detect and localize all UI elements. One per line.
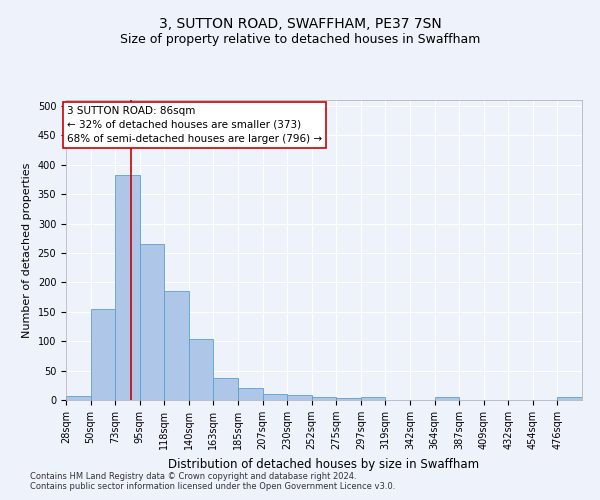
Bar [214,378,238,400]
Bar [336,398,361,400]
Text: Size of property relative to detached houses in Swaffham: Size of property relative to detached ho… [120,32,480,46]
Bar [287,396,312,400]
X-axis label: Distribution of detached houses by size in Swaffham: Distribution of detached houses by size … [169,458,479,470]
Bar [238,388,263,400]
Text: 3 SUTTON ROAD: 86sqm
← 32% of detached houses are smaller (373)
68% of semi-deta: 3 SUTTON ROAD: 86sqm ← 32% of detached h… [67,106,322,144]
Bar [263,394,287,400]
Bar [91,309,115,400]
Bar [189,340,214,400]
Text: 3, SUTTON ROAD, SWAFFHAM, PE37 7SN: 3, SUTTON ROAD, SWAFFHAM, PE37 7SN [158,18,442,32]
Text: Contains public sector information licensed under the Open Government Licence v3: Contains public sector information licen… [30,482,395,491]
Bar [140,244,164,400]
Text: Contains HM Land Registry data © Crown copyright and database right 2024.: Contains HM Land Registry data © Crown c… [30,472,356,481]
Bar [361,397,385,400]
Bar [434,397,459,400]
Bar [312,397,336,400]
Bar [66,396,91,400]
Y-axis label: Number of detached properties: Number of detached properties [22,162,32,338]
Bar [557,397,582,400]
Bar [164,291,189,400]
Bar [115,176,140,400]
